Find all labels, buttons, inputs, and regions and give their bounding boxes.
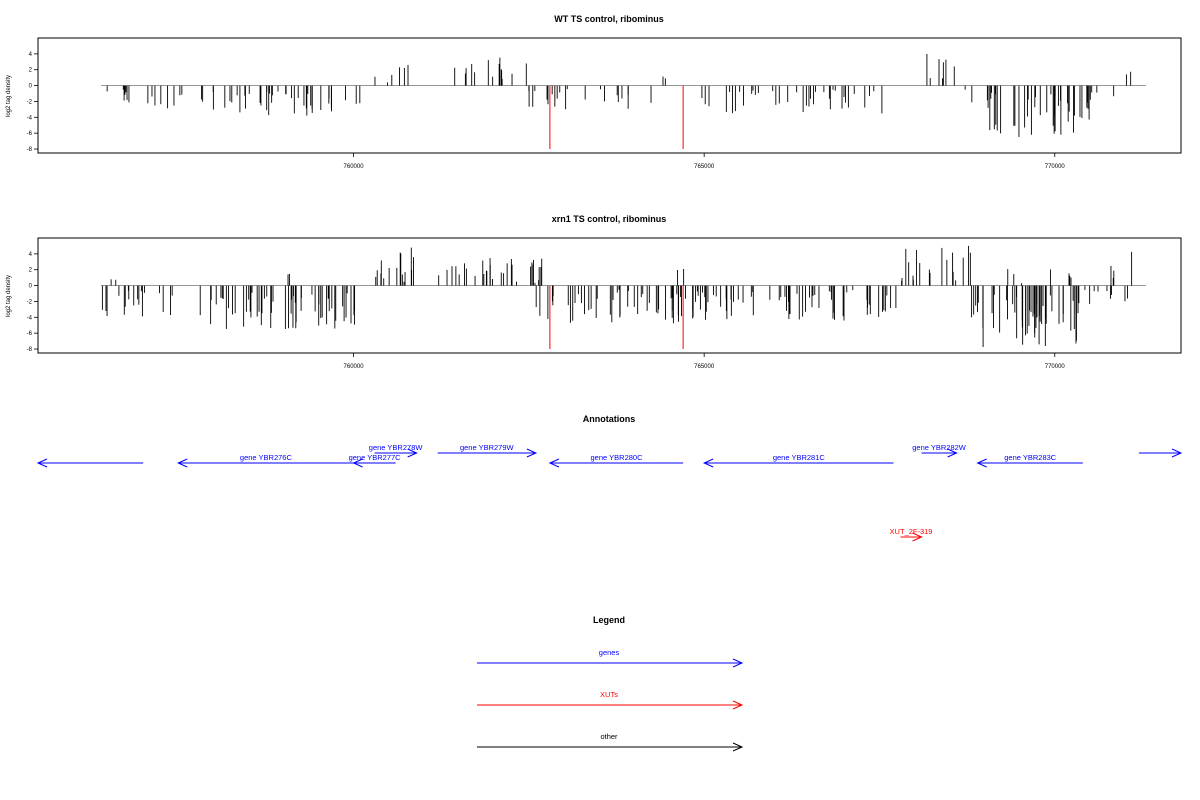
feature-label: gene YBR281C xyxy=(773,453,826,462)
wt-y-tick-label: -2 xyxy=(27,99,33,105)
feature-arrowhead xyxy=(976,458,987,468)
xrn1-x-tick-label: 760000 xyxy=(344,364,365,370)
legend-arrowhead xyxy=(732,742,744,752)
wt-y-tick-label: -6 xyxy=(27,131,33,137)
feature-label: gene YBR276C xyxy=(240,453,293,462)
feature-label: gene YBR279W xyxy=(460,443,515,452)
feature-label: gene YBR283C xyxy=(1004,453,1057,462)
wt-y-tick-label: -8 xyxy=(27,147,33,153)
xrn1-x-tick-label: 765000 xyxy=(694,364,715,370)
feature-label: gene YBR278W xyxy=(369,443,424,452)
feature-arrowhead xyxy=(177,458,188,468)
xrn1-track-panel: xrn1 TS control, ribominus log2 tag dens… xyxy=(6,214,1182,370)
wt-y-tick-label: 4 xyxy=(29,52,33,58)
xrn1-y-tick-label: -4 xyxy=(27,315,33,321)
xrn1-x-tick-label: 770000 xyxy=(1045,364,1066,370)
legend-label: XUTs xyxy=(600,690,618,699)
wt-x-tick-label: 765000 xyxy=(694,164,715,170)
xrn1-y-tick-label: 0 xyxy=(29,284,33,290)
legend-items: genes XUTs other xyxy=(477,648,744,752)
feature-label: gene YBR280C xyxy=(591,453,644,462)
legend-arrowhead xyxy=(732,658,744,668)
legend-label: other xyxy=(600,732,618,741)
feature-arrowhead xyxy=(36,458,48,468)
feature-arrowhead xyxy=(947,448,958,458)
xrn1-y-tick-label: 4 xyxy=(29,252,33,258)
wt-bars xyxy=(101,53,1146,150)
feature-arrowhead xyxy=(912,532,923,542)
xrn1-track-title: xrn1 TS control, ribominus xyxy=(552,214,667,224)
wt-axes: 4 2 0 -2 -4 -6 -8 760000 765000 770000 xyxy=(27,52,1066,170)
wt-y-tick-label: 0 xyxy=(29,84,33,90)
feature-label: gene YBR277C xyxy=(349,453,402,462)
wt-x-tick-label: 760000 xyxy=(344,164,365,170)
annotations-title: Annotations xyxy=(583,414,636,424)
feature-arrowhead xyxy=(702,458,714,468)
feature-arrowhead xyxy=(1171,448,1183,458)
legend-label: genes xyxy=(599,648,620,657)
legend-arrowhead xyxy=(732,700,744,710)
feature-arrowhead xyxy=(352,458,363,468)
feature-label: XUT_2F-319 xyxy=(890,527,933,536)
xrn1-bars xyxy=(101,245,1146,350)
xrn1-y-tick-label: -2 xyxy=(27,299,33,305)
xrn1-plot-frame xyxy=(37,237,1182,354)
wt-plot-frame xyxy=(37,37,1182,154)
wt-x-tick-label: 770000 xyxy=(1045,164,1066,170)
xrn1-y-tick-label: 2 xyxy=(29,268,33,274)
xrn1-y-tick-label: -6 xyxy=(27,331,33,337)
feature-arrowhead xyxy=(526,448,538,458)
legend-title: Legend xyxy=(593,615,625,625)
xrn1-y-tick-label: -8 xyxy=(27,347,33,353)
wt-track-panel: WT TS control, ribominus log2 tag densit… xyxy=(6,14,1182,170)
feature-arrowhead xyxy=(407,448,418,458)
wt-track-title: WT TS control, ribominus xyxy=(554,14,664,24)
feature-label: gene YBR282W xyxy=(912,443,967,452)
wt-y-tick-label: -4 xyxy=(27,115,33,121)
xrn1-axes: 4 2 0 -2 -4 -6 -8 760000 765000 770000 xyxy=(27,252,1066,370)
feature-arrowhead xyxy=(548,458,560,468)
xrn1-y-axis-label: log2 tag density xyxy=(6,275,12,317)
legend-panel: Legend genes XUTs other xyxy=(477,615,744,752)
wt-y-axis-label: log2 tag density xyxy=(6,75,12,117)
wt-y-tick-label: 2 xyxy=(29,68,33,74)
annotations-panel: Annotations gene YBR276C gene YBR277Cgene… xyxy=(36,414,1183,542)
